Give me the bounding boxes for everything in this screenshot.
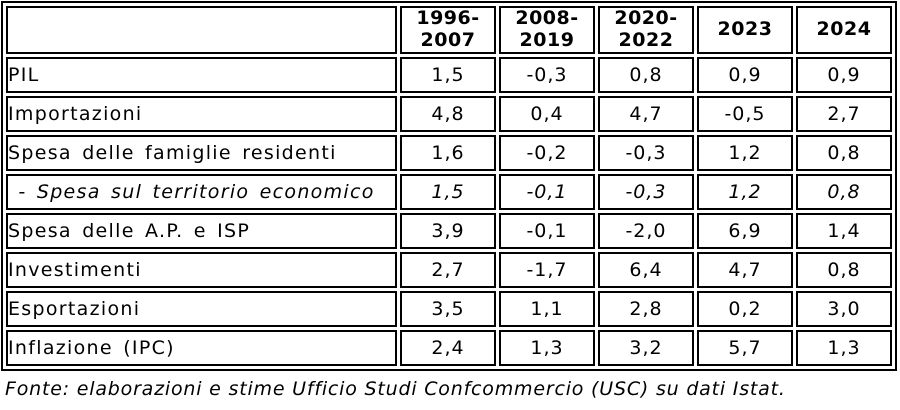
cell-value: 2,7 bbox=[796, 96, 892, 132]
table-header: 1996- 2007 2008- 2019 2020- 2022 2023 20… bbox=[6, 6, 892, 54]
cell-value: 4,8 bbox=[400, 96, 496, 132]
row-label: Spesa delle A.P. e ISP bbox=[6, 213, 397, 249]
row-label: Esportazioni bbox=[6, 291, 397, 327]
row-label: PIL bbox=[6, 57, 397, 93]
col-header-2024: 2024 bbox=[796, 6, 892, 54]
cell-value: 6,4 bbox=[598, 252, 694, 288]
cell-value: -0,1 bbox=[499, 213, 595, 249]
row-label: Investimenti bbox=[6, 252, 397, 288]
table-row-importazioni: Importazioni 4,8 0,4 4,7 -0,5 2,7 bbox=[6, 96, 892, 132]
cell-value: 3,0 bbox=[796, 291, 892, 327]
cell-value: 6,9 bbox=[697, 213, 793, 249]
cell-value: -0,3 bbox=[598, 174, 694, 210]
row-label: Spesa delle famiglie residenti bbox=[6, 135, 397, 171]
cell-value: 4,7 bbox=[598, 96, 694, 132]
table-row-spesa-famiglie: Spesa delle famiglie residenti 1,6 -0,2 … bbox=[6, 135, 892, 171]
col-header-2008-2019: 2008- 2019 bbox=[499, 6, 595, 54]
cell-value: 1,6 bbox=[400, 135, 496, 171]
col-header-2020-2022: 2020- 2022 bbox=[598, 6, 694, 54]
cell-value: -0,1 bbox=[499, 174, 595, 210]
cell-value: -2,0 bbox=[598, 213, 694, 249]
cell-value: 0,9 bbox=[796, 57, 892, 93]
table-row-pil: PIL 1,5 -0,3 0,8 0,9 0,9 bbox=[6, 57, 892, 93]
cell-value: 1,3 bbox=[499, 330, 595, 366]
cell-value: -0,2 bbox=[499, 135, 595, 171]
row-label: Importazioni bbox=[6, 96, 397, 132]
cell-value: 2,8 bbox=[598, 291, 694, 327]
row-label: - Spesa sul territorio economico bbox=[6, 174, 397, 210]
cell-value: 1,4 bbox=[796, 213, 892, 249]
table-row-inflazione: Inflazione (IPC) 2,4 1,3 3,2 5,7 1,3 bbox=[6, 330, 892, 366]
header-row: 1996- 2007 2008- 2019 2020- 2022 2023 20… bbox=[6, 6, 892, 54]
cell-value: 1,3 bbox=[796, 330, 892, 366]
cell-value: 0,8 bbox=[598, 57, 694, 93]
cell-value: 0,8 bbox=[796, 174, 892, 210]
cell-value: 1,5 bbox=[400, 57, 496, 93]
cell-value: 1,2 bbox=[697, 135, 793, 171]
cell-value: 5,7 bbox=[697, 330, 793, 366]
cell-value: 0,8 bbox=[796, 252, 892, 288]
cell-value: 1,5 bbox=[400, 174, 496, 210]
cell-value: 2,7 bbox=[400, 252, 496, 288]
table-body: PIL 1,5 -0,3 0,8 0,9 0,9 Importazioni 4,… bbox=[6, 57, 892, 366]
cell-value: 2,4 bbox=[400, 330, 496, 366]
col-header-2023: 2023 bbox=[697, 6, 793, 54]
cell-value: 0,8 bbox=[796, 135, 892, 171]
table-row-investimenti: Investimenti 2,7 -1,7 6,4 4,7 0,8 bbox=[6, 252, 892, 288]
cell-value: 1,1 bbox=[499, 291, 595, 327]
cell-value: 3,2 bbox=[598, 330, 694, 366]
cell-value: 3,9 bbox=[400, 213, 496, 249]
table-figure: 1996- 2007 2008- 2019 2020- 2022 2023 20… bbox=[1, 1, 899, 400]
row-label: Inflazione (IPC) bbox=[6, 330, 397, 366]
cell-value: 0,2 bbox=[697, 291, 793, 327]
cell-value: 4,7 bbox=[697, 252, 793, 288]
cell-value: -1,7 bbox=[499, 252, 595, 288]
economic-indicators-table: 1996- 2007 2008- 2019 2020- 2022 2023 20… bbox=[1, 1, 897, 371]
table-row-esportazioni: Esportazioni 3,5 1,1 2,8 0,2 3,0 bbox=[6, 291, 892, 327]
cell-value: -0,5 bbox=[697, 96, 793, 132]
cell-value: -0,3 bbox=[598, 135, 694, 171]
col-header-1996-2007: 1996- 2007 bbox=[400, 6, 496, 54]
cell-value: 0,4 bbox=[499, 96, 595, 132]
cell-value: 0,9 bbox=[697, 57, 793, 93]
corner-cell bbox=[6, 6, 397, 54]
source-note: Fonte: elaborazioni e stime Ufficio Stud… bbox=[5, 378, 786, 400]
cell-value: 3,5 bbox=[400, 291, 496, 327]
cell-value: 1,2 bbox=[697, 174, 793, 210]
table-row-spesa-ap-isp: Spesa delle A.P. e ISP 3,9 -0,1 -2,0 6,9… bbox=[6, 213, 892, 249]
cell-value: -0,3 bbox=[499, 57, 595, 93]
table-row-spesa-territorio: - Spesa sul territorio economico 1,5 -0,… bbox=[6, 174, 892, 210]
